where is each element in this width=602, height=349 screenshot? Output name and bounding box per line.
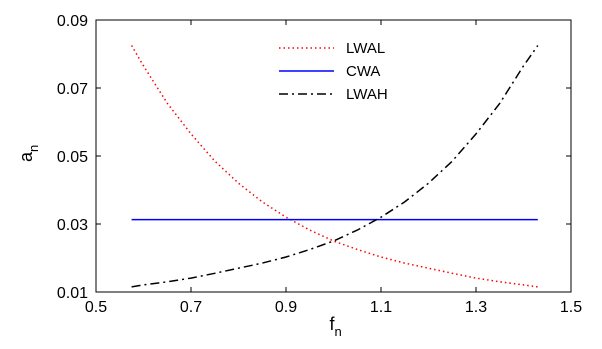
legend-label-lwah: LWAH [346,86,388,103]
y-axis-label: an [16,145,41,162]
y-tick-label: 0.07 [57,81,88,98]
x-axis-label: fn [330,314,342,339]
series-line-lwah [131,45,539,288]
x-tick-label: 0.7 [180,299,202,316]
axis-labels: fn an [16,145,342,339]
y-tick-label: 0.05 [57,149,88,166]
series-lines [130,45,539,288]
x-tick-label: 1.1 [370,299,392,316]
legend-label-lwal: LWAL [346,40,385,57]
x-tick-label: 0.9 [275,299,297,316]
legend-label-cwa: CWA [346,63,380,80]
y-tick-label: 0.09 [57,13,88,30]
y-tick-label: 0.01 [57,285,88,302]
legend: LWAL CWA LWAH [279,40,388,103]
x-tick-label: 1.5 [560,299,582,316]
y-tick-label: 0.03 [57,217,88,234]
axis-ticks: 0.5 0.7 0.9 1.1 1.3 1.5 0.01 0.03 0.05 0.07 0.09 [57,13,582,316]
x-tick-label: 1.3 [465,299,487,316]
x-tick-label: 0.5 [85,299,107,316]
